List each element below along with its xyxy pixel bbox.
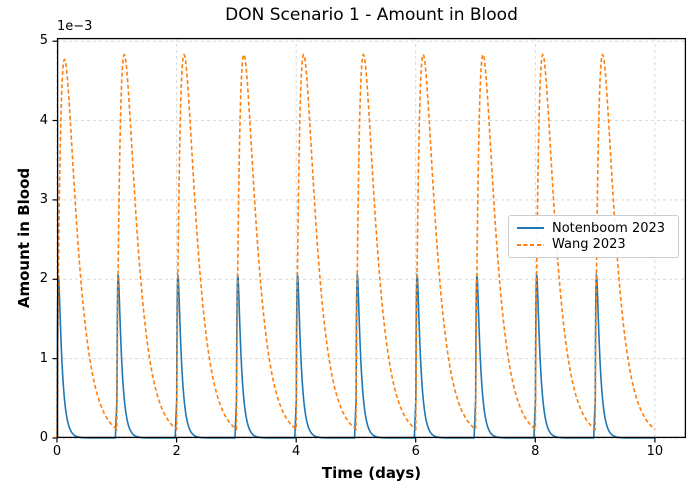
plot-spines	[56, 37, 687, 439]
plot-area	[52, 37, 687, 443]
legend-label-wang: Wang 2023	[552, 237, 626, 253]
y-tick-label: 3	[39, 191, 48, 207]
y-tick-label: 5	[39, 33, 48, 49]
x-tick-label: 2	[172, 444, 181, 459]
legend-line-sample-wang	[517, 243, 544, 246]
x-tick-label: 0	[52, 444, 62, 459]
y-tick-label: 2	[39, 271, 48, 287]
x-tick-label: 6	[411, 444, 420, 459]
x-axis-label: Time (days)	[321, 464, 422, 482]
legend-line-sample-notenboom	[517, 227, 544, 230]
legend-entry-notenboom: Notenboom 2023	[517, 221, 670, 236]
x-tick-label: 10	[646, 444, 664, 459]
legend-label-notenboom: Notenboom 2023	[552, 220, 666, 236]
y-tick-label: 0	[39, 430, 48, 445]
y-tick-label: 4	[39, 112, 48, 128]
chart-title: DON Scenario 1 - Amount in Blood	[225, 5, 518, 25]
y-axis-offset-label: 1e−3	[57, 19, 93, 34]
plot-canvas	[52, 37, 687, 443]
series-line-0	[56, 272, 655, 439]
legend-entry-wang: Wang 2023	[517, 237, 670, 252]
x-tick-label: 4	[292, 444, 301, 459]
legend: Notenboom 2023 Wang 2023	[508, 215, 679, 258]
x-tick-label: 8	[531, 444, 540, 459]
y-tick-label: 1	[39, 350, 48, 366]
